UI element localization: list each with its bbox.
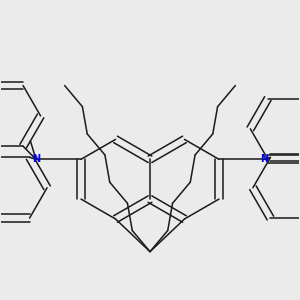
Text: N: N (32, 154, 40, 164)
Text: N: N (260, 154, 268, 164)
